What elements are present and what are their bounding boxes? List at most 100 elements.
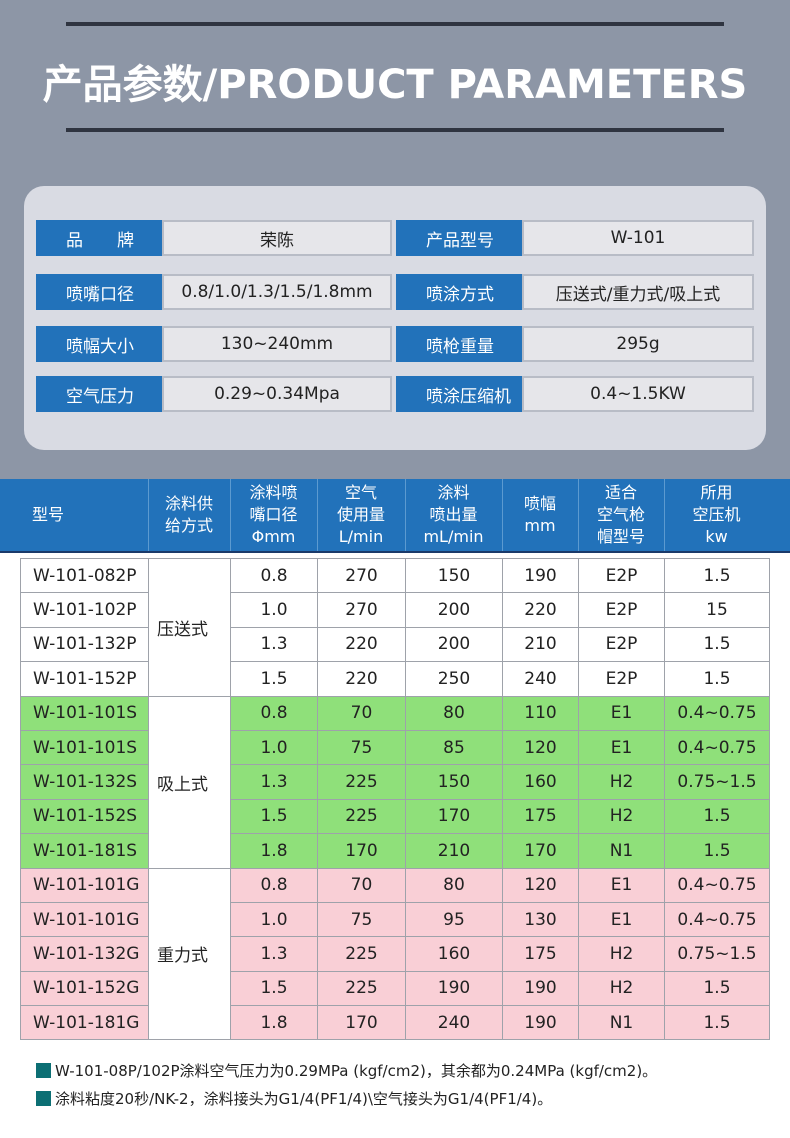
table-row: W-101-132G 1.3 225 160 175 H2 0.75~1.5 bbox=[20, 936, 770, 972]
param-label: 喷嘴口径 bbox=[36, 274, 162, 310]
bullet-square-icon bbox=[36, 1091, 51, 1106]
cell-nozzle: 1.0 bbox=[230, 901, 318, 938]
cell-width: 160 bbox=[502, 764, 579, 800]
table-header: 型号 涂料供 给方式 涂料喷 嘴口径 Φmm 空气 使用量 L/min 涂料 喷出量 mL/m… bbox=[0, 479, 790, 551]
table-row: W-101-101S 吸上式 0.8 70 80 110 E1 0.4~0.75 bbox=[20, 695, 770, 869]
table-row: W-101-102P 1.0 270 200 220 E2P 15 bbox=[20, 592, 770, 628]
cell-output: 200 bbox=[405, 626, 503, 663]
cell-cap: H2 bbox=[578, 970, 665, 1007]
param-value: 0.8/1.0/1.3/1.5/1.8mm bbox=[162, 274, 392, 310]
page-title: 产品参数/PRODUCT PARAMETERS bbox=[42, 62, 748, 108]
cell-nozzle: 0.8 bbox=[230, 867, 318, 903]
param-value: 295g bbox=[522, 326, 754, 362]
header-compressor: 所用 空压机 kw bbox=[692, 483, 741, 546]
cell-cap: H2 bbox=[578, 764, 665, 800]
cell-air: 225 bbox=[317, 798, 406, 835]
top-rule bbox=[66, 22, 724, 26]
footnote: W-101-08P/102P涂料空气压力为0.29MPa (kgf/cm2)，其… bbox=[36, 1060, 657, 1081]
cell-width: 190 bbox=[502, 970, 579, 1007]
param-label: 喷涂方式 bbox=[396, 274, 522, 310]
param-value: 0.4~1.5KW bbox=[522, 376, 754, 412]
cell-nozzle: 1.3 bbox=[230, 936, 318, 972]
table-row: W-101-181S 1.8 170 210 170 N1 1.5 bbox=[20, 833, 770, 869]
cell-compressor: 1.5 bbox=[664, 833, 770, 869]
table-row: W-101-181G 1.8 170 240 190 N1 1.5 bbox=[20, 1005, 770, 1041]
table-row: W-101-152P 1.5 220 250 240 E2P 1.5 bbox=[20, 661, 770, 697]
cell-air: 225 bbox=[317, 936, 406, 972]
cell-cap: E2P bbox=[578, 557, 665, 594]
cell-model: W-101-101G bbox=[20, 901, 149, 938]
param-row: 品 牌 荣陈 产品型号 W-101 bbox=[36, 220, 754, 256]
cell-cap: E2P bbox=[578, 626, 665, 663]
cell-model: W-101-132P bbox=[20, 626, 149, 663]
cell-cap: E1 bbox=[578, 901, 665, 938]
cell-width: 240 bbox=[502, 661, 579, 697]
cell-output: 170 bbox=[405, 798, 503, 835]
cell-compressor: 0.4~0.75 bbox=[664, 695, 770, 731]
cell-output: 85 bbox=[405, 729, 503, 766]
cell-supply-mode: 吸上式 bbox=[148, 695, 231, 869]
cell-cap: H2 bbox=[578, 936, 665, 972]
header-cap: 适合 空气枪 帽型号 bbox=[596, 483, 645, 546]
cell-width: 220 bbox=[502, 592, 579, 628]
cell-nozzle: 1.8 bbox=[230, 1005, 318, 1041]
param-value: W-101 bbox=[522, 220, 754, 256]
table-row: W-101-101G 1.0 75 95 130 E1 0.4~0.75 bbox=[20, 901, 770, 938]
cell-model: W-101-181G bbox=[20, 1005, 149, 1041]
cell-width: 130 bbox=[502, 901, 579, 938]
spec-table: W-101-082P 压送式 0.8 270 150 190 E2P 1.5 W… bbox=[20, 557, 770, 1041]
cell-nozzle: 1.8 bbox=[230, 833, 318, 869]
param-row: 喷嘴口径 0.8/1.0/1.3/1.5/1.8mm 喷涂方式 压送式/重力式/… bbox=[36, 274, 754, 310]
cell-output: 210 bbox=[405, 833, 503, 869]
cell-air: 270 bbox=[317, 592, 406, 628]
cell-compressor: 1.5 bbox=[664, 798, 770, 835]
param-value: 0.29~0.34Mpa bbox=[162, 376, 392, 412]
cell-width: 170 bbox=[502, 833, 579, 869]
cell-width: 210 bbox=[502, 626, 579, 663]
cell-compressor: 0.75~1.5 bbox=[664, 764, 770, 800]
header-divider bbox=[502, 479, 503, 551]
cell-air: 75 bbox=[317, 729, 406, 766]
cell-output: 240 bbox=[405, 1005, 503, 1041]
cell-nozzle: 0.8 bbox=[230, 557, 318, 594]
cell-air: 225 bbox=[317, 764, 406, 800]
cell-compressor: 1.5 bbox=[664, 661, 770, 697]
cell-output: 80 bbox=[405, 695, 503, 731]
cell-model: W-101-132G bbox=[20, 936, 149, 972]
cell-cap: E2P bbox=[578, 592, 665, 628]
header-divider bbox=[317, 479, 318, 551]
cell-model: W-101-102P bbox=[20, 592, 149, 628]
cell-nozzle: 1.3 bbox=[230, 764, 318, 800]
header-model: 型号 bbox=[32, 505, 65, 524]
header-nozzle: 涂料喷 嘴口径 Φmm bbox=[249, 483, 298, 546]
header-divider bbox=[405, 479, 406, 551]
param-label: 喷涂压缩机 bbox=[396, 376, 522, 412]
bullet-square-icon bbox=[36, 1063, 51, 1078]
cell-compressor: 0.4~0.75 bbox=[664, 729, 770, 766]
header-divider bbox=[148, 479, 149, 551]
cell-cap: H2 bbox=[578, 798, 665, 835]
cell-output: 150 bbox=[405, 764, 503, 800]
cell-air: 220 bbox=[317, 661, 406, 697]
table-row: W-101-132P 1.3 220 200 210 E2P 1.5 bbox=[20, 626, 770, 663]
cell-output: 160 bbox=[405, 936, 503, 972]
table-row: W-101-152S 1.5 225 170 175 H2 1.5 bbox=[20, 798, 770, 835]
cell-model: W-101-101G bbox=[20, 867, 149, 903]
cell-output: 95 bbox=[405, 901, 503, 938]
cell-model: W-101-082P bbox=[20, 557, 149, 594]
cell-compressor: 15 bbox=[664, 592, 770, 628]
cell-cap: E1 bbox=[578, 729, 665, 766]
cell-supply-mode: 重力式 bbox=[148, 867, 231, 1041]
cell-cap: E1 bbox=[578, 867, 665, 903]
cell-supply-mode: 压送式 bbox=[148, 558, 231, 697]
header-band: 产品参数/PRODUCT PARAMETERS 品 牌 荣陈 产品型号 W-10… bbox=[0, 0, 790, 480]
param-label: 喷幅大小 bbox=[36, 326, 162, 362]
cell-compressor: 0.4~0.75 bbox=[664, 901, 770, 938]
param-value: 压送式/重力式/吸上式 bbox=[522, 274, 754, 310]
cell-air: 170 bbox=[317, 833, 406, 869]
cell-compressor: 1.5 bbox=[664, 970, 770, 1007]
header-bottom-line bbox=[0, 551, 790, 553]
cell-cap: N1 bbox=[578, 1005, 665, 1041]
cell-compressor: 1.5 bbox=[664, 557, 770, 594]
cell-output: 200 bbox=[405, 592, 503, 628]
